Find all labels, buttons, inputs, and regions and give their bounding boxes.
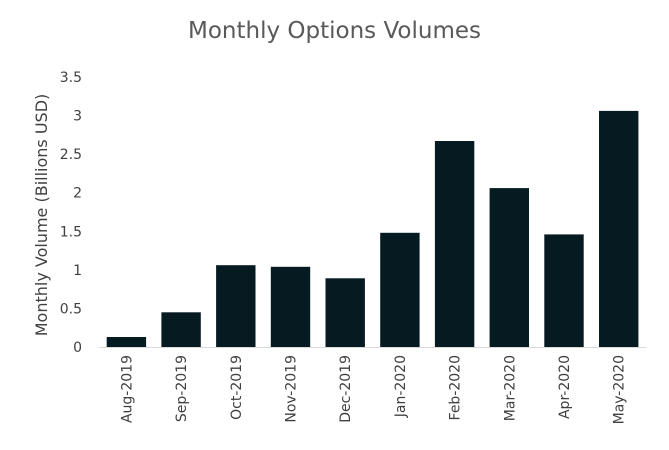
x-tick-label: Nov-2019 <box>284 355 300 423</box>
x-tick-label: May-2020 <box>612 355 628 424</box>
bar-nov-2019 <box>270 266 311 347</box>
x-tick-label: Dec-2019 <box>338 355 354 423</box>
x-tick-label: Jan-2020 <box>393 355 409 418</box>
y-tick-label: 0 <box>73 340 82 356</box>
bar-feb-2020 <box>434 141 475 347</box>
bar-apr-2020 <box>544 234 584 347</box>
x-tick-label: Sep-2019 <box>174 355 190 422</box>
y-tick-label: 2 <box>73 186 82 202</box>
x-tick-label: Mar-2020 <box>502 355 518 421</box>
bar-oct-2019 <box>216 265 256 347</box>
y-tick-label: 1.5 <box>60 224 82 240</box>
y-tick-label: 3 <box>73 109 82 125</box>
y-tick-label: 0.5 <box>60 301 82 317</box>
x-tick-label: Oct-2019 <box>229 355 245 420</box>
bar-mar-2020 <box>489 188 529 347</box>
bar-may-2020 <box>599 110 639 348</box>
x-tick-label: Feb-2020 <box>448 355 464 420</box>
y-tick-label: 1 <box>73 263 82 279</box>
x-tick-label: Aug-2019 <box>119 355 135 423</box>
chart-title: Monthly Options Volumes <box>188 18 481 44</box>
bar-sep-2019 <box>161 312 201 347</box>
x-tick-label: Apr-2020 <box>557 355 573 419</box>
y-tick-label: 3.5 <box>60 70 82 86</box>
x-tick-labels: Aug-2019 Sep-2019 Oct-2019 Nov-2019 Dec-2019… <box>119 355 627 424</box>
bar-jan-2020 <box>380 232 420 347</box>
bar-aug-2019 <box>106 337 147 347</box>
y-axis-label: Monthly Volume (Billions USD) <box>32 94 51 337</box>
y-tick-label: 2.5 <box>60 147 82 163</box>
bar-dec-2019 <box>325 278 365 347</box>
y-tick-labels: 0 0.5 1 1.5 2 2.5 3 3.5 <box>60 70 82 356</box>
bars-layer <box>106 110 639 348</box>
